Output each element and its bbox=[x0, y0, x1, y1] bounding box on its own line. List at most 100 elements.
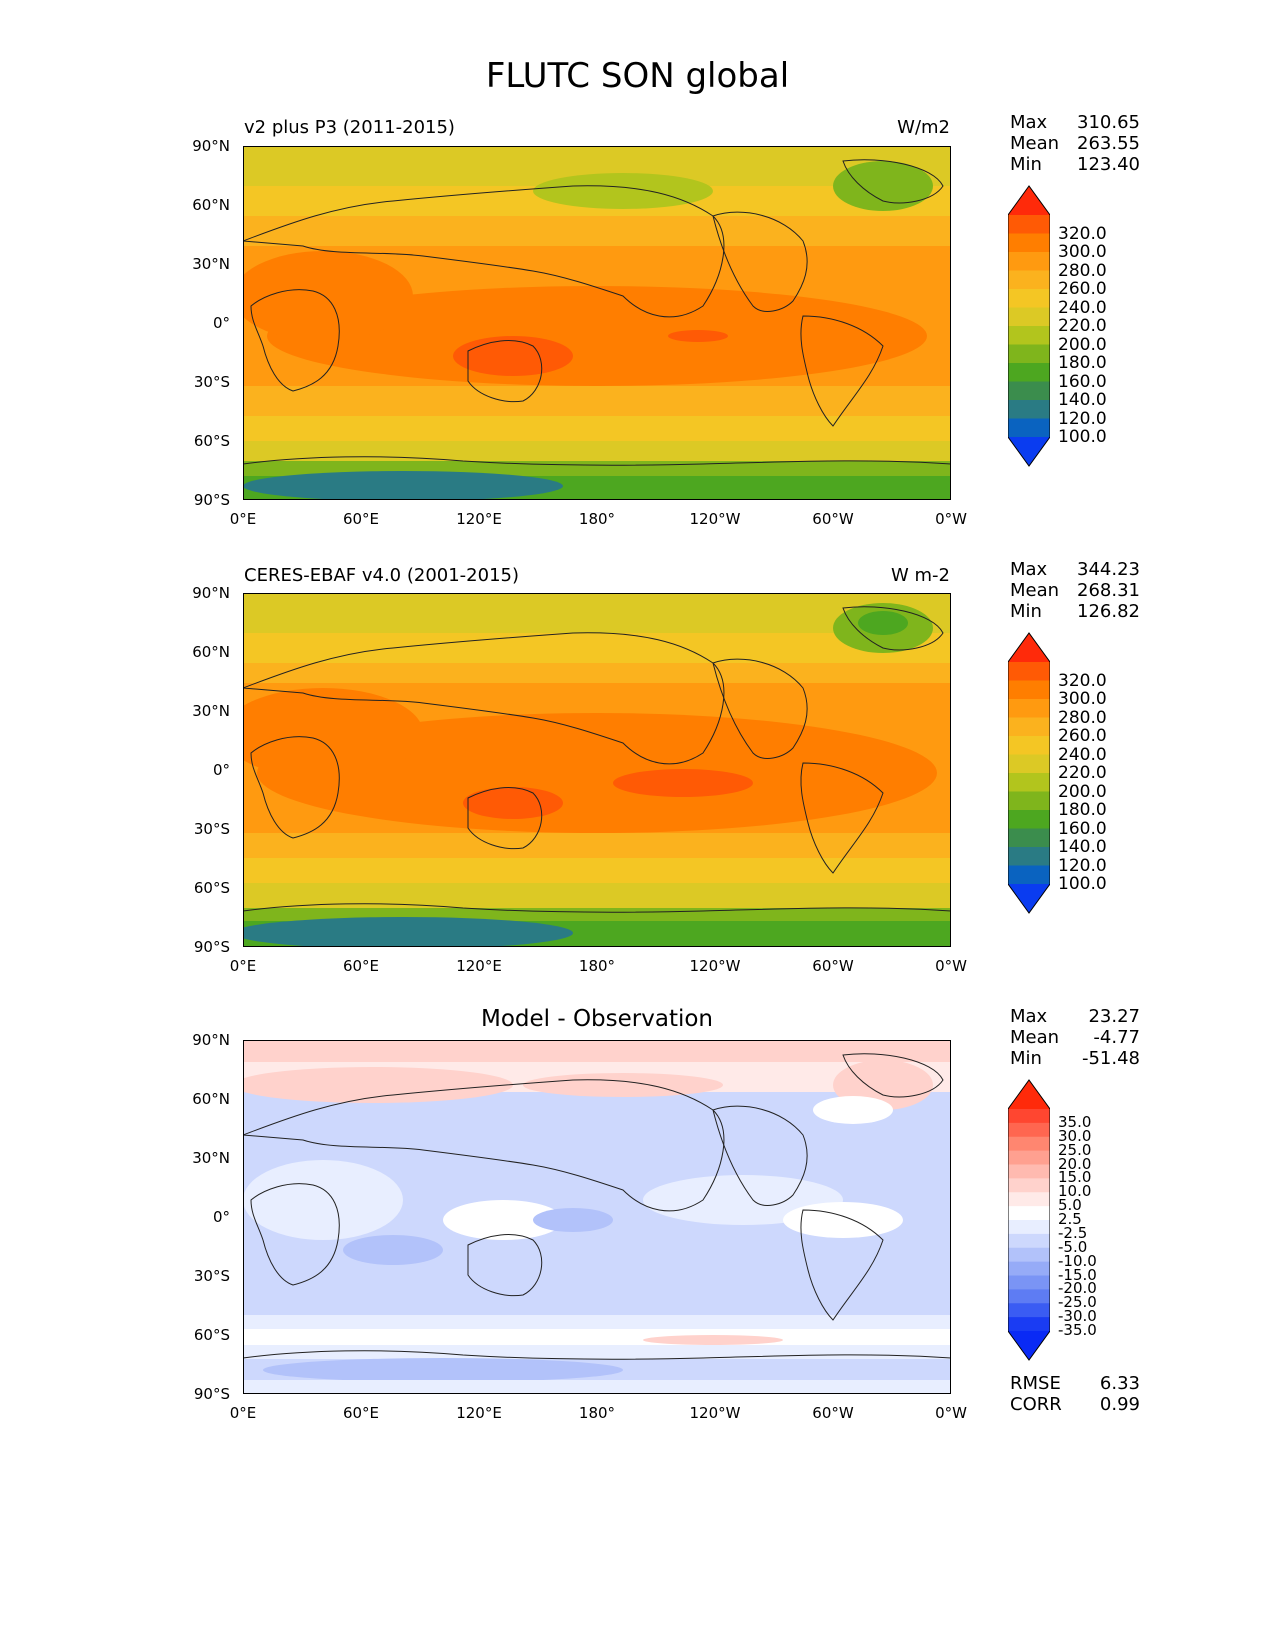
lat-tick: 90°S bbox=[193, 1385, 230, 1403]
colorbar-tick-label: 160.0 bbox=[1058, 371, 1107, 392]
colorbar-tick-label: -15.0 bbox=[1058, 1265, 1097, 1284]
colorbar-outline bbox=[1008, 185, 1050, 467]
colorbar bbox=[1008, 632, 1050, 914]
lat-tick: 60°S bbox=[193, 879, 230, 897]
colorbar-tick-label: 260.0 bbox=[1058, 726, 1107, 746]
lat-tick: 30°N bbox=[192, 1149, 230, 1167]
lon-tick: 180° bbox=[578, 957, 616, 975]
stat-mean: Mean 263.55 bbox=[1010, 133, 1140, 154]
colorbar-tick-label: -25.0 bbox=[1058, 1293, 1097, 1312]
lon-tick: 120°W bbox=[689, 510, 741, 528]
colorbar-tick-label: 140.0 bbox=[1058, 390, 1107, 410]
colorbar-segment bbox=[1008, 847, 1050, 866]
colorbar-segment bbox=[1008, 252, 1050, 271]
lon-tick: 60°E bbox=[342, 1404, 380, 1422]
lat-tick: 30°N bbox=[192, 702, 230, 720]
colorbar-outline bbox=[1008, 632, 1050, 914]
figure-title: FLUTC SON global bbox=[485, 56, 790, 96]
colorbar-segment bbox=[1008, 1303, 1050, 1318]
colorbar-segment bbox=[1008, 1150, 1050, 1165]
stat-max: Max 310.65 bbox=[1010, 112, 1140, 133]
colorbar-bottom-cap bbox=[1008, 437, 1050, 466]
lon-tick: 180° bbox=[578, 1404, 616, 1422]
panel-center-title: Model - Observation bbox=[480, 1006, 714, 1032]
stat-mean: Mean 268.31 bbox=[1010, 580, 1140, 601]
lat-tick: 30°S bbox=[193, 373, 230, 391]
lon-tick: 180° bbox=[578, 510, 616, 528]
panel-units: W m-2 bbox=[890, 565, 950, 586]
colorbar-segment bbox=[1008, 1109, 1050, 1124]
lon-tick: 0°W bbox=[935, 957, 967, 975]
colorbar-tick-label: 25.0 bbox=[1058, 1140, 1092, 1159]
panel-left-title: v2 plus P3 (2011-2015) bbox=[244, 117, 455, 138]
colorbar-tick-label: -5.0 bbox=[1058, 1237, 1088, 1256]
lon-tick: 120°W bbox=[689, 957, 741, 975]
colorbar-tick-label: 220.0 bbox=[1058, 316, 1107, 336]
colorbar-segment bbox=[1008, 699, 1050, 718]
colorbar-segment bbox=[1008, 363, 1050, 382]
colorbar-tick-label: 160.0 bbox=[1058, 818, 1107, 839]
map-model bbox=[243, 146, 951, 500]
colorbar bbox=[1008, 1079, 1050, 1361]
lon-tick: 0°E bbox=[229, 957, 257, 975]
colorbar-tick-label: 100.0 bbox=[1058, 427, 1107, 447]
stat-rmse: RMSE 6.33 bbox=[1010, 1373, 1140, 1394]
stat-min: Min -51.48 bbox=[1010, 1048, 1140, 1069]
colorbar-tick-label: 320.0 bbox=[1058, 670, 1107, 691]
colorbar-segment bbox=[1008, 810, 1050, 829]
colorbar-bottom-cap bbox=[1008, 1331, 1050, 1360]
colorbar-tick-label: 10.0 bbox=[1058, 1182, 1092, 1201]
lon-tick: 0°W bbox=[935, 1404, 967, 1422]
colorbar-outline bbox=[1008, 1079, 1050, 1361]
lon-tick: 60°E bbox=[342, 510, 380, 528]
colorbar-segment bbox=[1008, 1247, 1050, 1263]
colorbar bbox=[1008, 185, 1050, 467]
lat-tick: 60°S bbox=[193, 1326, 230, 1344]
colorbar-tick-label: 220.0 bbox=[1058, 763, 1107, 783]
colorbar-segment bbox=[1008, 418, 1050, 438]
colorbar-tick-label: 260.0 bbox=[1058, 279, 1107, 299]
colorbar-segment bbox=[1008, 1233, 1050, 1249]
colorbar-segment bbox=[1008, 1220, 1050, 1235]
panel-left-title: CERES-EBAF v4.0 (2001-2015) bbox=[244, 565, 520, 586]
colorbar-segment bbox=[1008, 1136, 1050, 1152]
colorbar-tick-label: 180.0 bbox=[1058, 800, 1107, 820]
colorbar-tick-label: -2.5 bbox=[1058, 1223, 1088, 1242]
lat-tick: 0° bbox=[212, 1208, 230, 1226]
colorbar-tick-label: 320.0 bbox=[1058, 223, 1107, 244]
lon-tick: 60°W bbox=[812, 1404, 854, 1422]
colorbar-segment bbox=[1008, 307, 1050, 327]
colorbar-segment bbox=[1008, 736, 1050, 755]
lat-tick: 60°N bbox=[192, 196, 230, 214]
colorbar-segment bbox=[1008, 1192, 1050, 1207]
colorbar-segment bbox=[1008, 233, 1050, 253]
lon-tick: 120°W bbox=[689, 1404, 741, 1422]
lat-tick: 90°N bbox=[192, 1031, 230, 1049]
colorbar-segment bbox=[1008, 400, 1050, 419]
colorbar-segment bbox=[1008, 289, 1050, 308]
colorbar-tick-label: 280.0 bbox=[1058, 260, 1107, 281]
colorbar-bottom-cap bbox=[1008, 884, 1050, 913]
lon-tick: 0°E bbox=[229, 510, 257, 528]
stat-corr: CORR 0.99 bbox=[1010, 1394, 1140, 1415]
lon-tick: 60°W bbox=[812, 957, 854, 975]
colorbar-tick-label: 140.0 bbox=[1058, 837, 1107, 857]
colorbar-tick-label: 300.0 bbox=[1058, 689, 1107, 709]
colorbar-tick-label: -20.0 bbox=[1058, 1279, 1097, 1298]
colorbar-segment bbox=[1008, 773, 1050, 792]
lat-tick: 90°N bbox=[192, 137, 230, 155]
lat-tick: 90°S bbox=[193, 938, 230, 956]
lat-tick: 30°S bbox=[193, 1267, 230, 1285]
colorbar-tick-label: 5.0 bbox=[1058, 1196, 1082, 1215]
colorbar-tick-label: 100.0 bbox=[1058, 874, 1107, 894]
lon-tick: 0°W bbox=[935, 510, 967, 528]
colorbar-segment bbox=[1008, 215, 1050, 234]
colorbar-segment bbox=[1008, 1122, 1050, 1138]
colorbar-segment bbox=[1008, 754, 1050, 774]
colorbar-segment bbox=[1008, 344, 1050, 364]
lat-tick: 30°N bbox=[192, 255, 230, 273]
colorbar-segment bbox=[1008, 1275, 1050, 1290]
stat-min: Min 126.82 bbox=[1010, 601, 1140, 622]
colorbar-tick-label: 180.0 bbox=[1058, 353, 1107, 373]
colorbar-tick-label: 2.5 bbox=[1058, 1210, 1082, 1228]
